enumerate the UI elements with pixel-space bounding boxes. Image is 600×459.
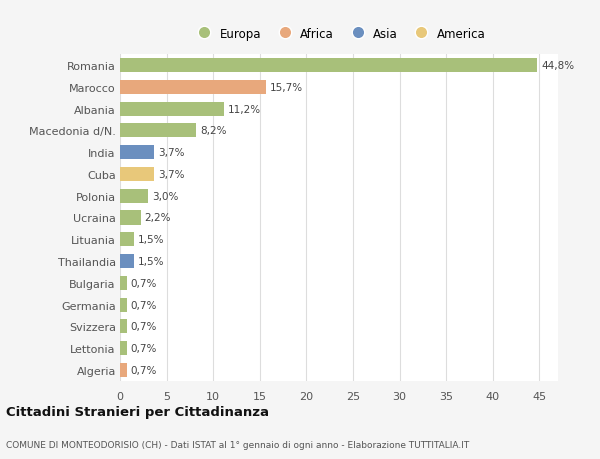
Bar xyxy=(120,298,127,312)
Text: 15,7%: 15,7% xyxy=(270,83,303,93)
Text: COMUNE DI MONTEODORISIO (CH) - Dati ISTAT al 1° gennaio di ogni anno - Elaborazi: COMUNE DI MONTEODORISIO (CH) - Dati ISTA… xyxy=(6,441,469,449)
Bar xyxy=(120,341,127,355)
Bar xyxy=(120,102,224,117)
Text: 1,5%: 1,5% xyxy=(138,257,164,267)
Text: 0,7%: 0,7% xyxy=(130,278,157,288)
Bar xyxy=(120,276,127,290)
Text: 11,2%: 11,2% xyxy=(228,104,261,114)
Text: Cittadini Stranieri per Cittadinanza: Cittadini Stranieri per Cittadinanza xyxy=(6,405,269,419)
Text: 1,5%: 1,5% xyxy=(138,235,164,245)
Text: 8,2%: 8,2% xyxy=(200,126,227,136)
Text: 2,2%: 2,2% xyxy=(144,213,171,223)
Bar xyxy=(120,319,127,334)
Text: 3,7%: 3,7% xyxy=(158,148,185,158)
Legend: Europa, Africa, Asia, America: Europa, Africa, Asia, America xyxy=(190,25,488,43)
Bar xyxy=(120,363,127,377)
Bar xyxy=(120,211,140,225)
Bar xyxy=(120,233,134,247)
Text: 0,7%: 0,7% xyxy=(130,365,157,375)
Bar xyxy=(120,124,196,138)
Bar xyxy=(120,81,266,95)
Text: 44,8%: 44,8% xyxy=(541,61,574,71)
Text: 3,0%: 3,0% xyxy=(152,191,178,202)
Bar xyxy=(120,168,154,182)
Text: 0,7%: 0,7% xyxy=(130,343,157,353)
Text: 3,7%: 3,7% xyxy=(158,169,185,179)
Text: 0,7%: 0,7% xyxy=(130,300,157,310)
Bar xyxy=(120,254,134,269)
Bar xyxy=(120,59,538,73)
Bar xyxy=(120,189,148,203)
Bar xyxy=(120,146,154,160)
Text: 0,7%: 0,7% xyxy=(130,322,157,332)
